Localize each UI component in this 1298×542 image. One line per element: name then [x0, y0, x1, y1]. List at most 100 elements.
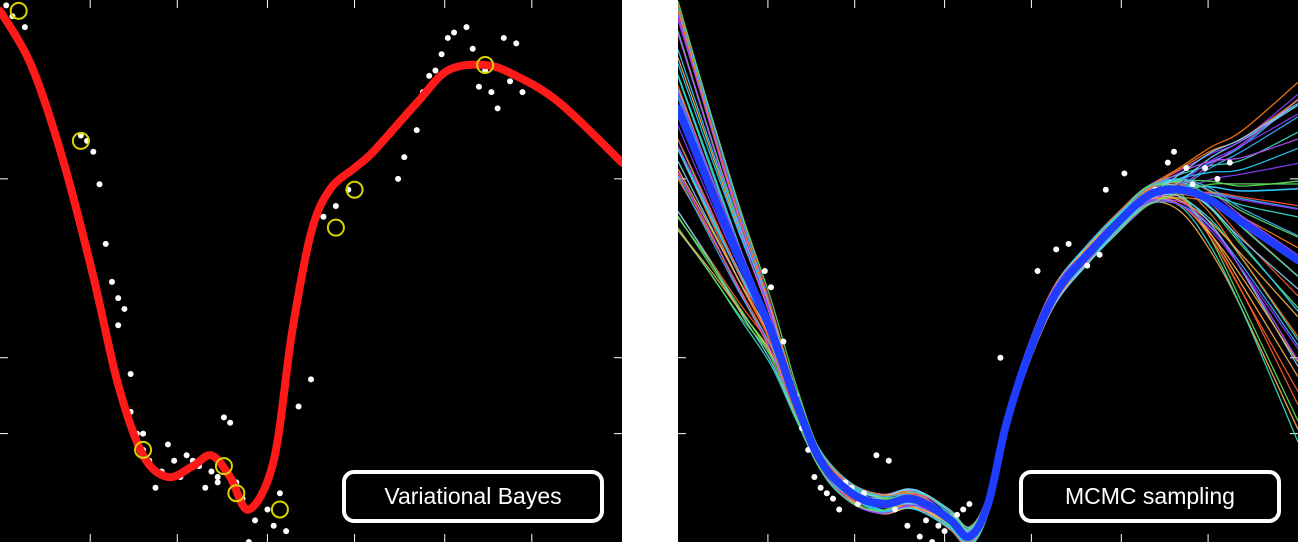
mcmc-data-point [780, 338, 787, 345]
mcmc-data-point [1084, 262, 1091, 269]
variational-bayes-label: Variational Bayes [342, 470, 604, 523]
vb-data-point [208, 468, 215, 475]
mcmc-sampling-panel: MCMC sampling [678, 0, 1298, 542]
mcmc-data-point [761, 268, 768, 274]
mcmc-data-point [929, 539, 936, 542]
vb-data-point [127, 370, 134, 377]
vb-inducing-point [134, 440, 153, 459]
mcmc-sample-line [678, 49, 1298, 542]
vb-inducing-point [345, 180, 364, 199]
vb-data-point [494, 105, 501, 112]
vb-data-point [513, 40, 520, 47]
vb-data-point [252, 517, 259, 524]
vb-data-point [320, 213, 327, 220]
vb-data-point [295, 403, 302, 410]
mcmc-sample-line [678, 1, 1298, 542]
vb-data-point [488, 89, 495, 96]
vb-data-point [401, 154, 408, 161]
mcmc-sample-line [678, 193, 1298, 531]
vb-inducing-point [214, 457, 233, 476]
mcmc-data-point [997, 354, 1004, 361]
variational-bayes-panel: Variational Bayes [0, 0, 622, 542]
mcmc-data-point [823, 490, 830, 497]
vb-inducing-point [71, 131, 90, 150]
vb-data-point [115, 322, 122, 329]
mcmc-data-point [960, 506, 967, 513]
vb-data-point [164, 441, 171, 448]
mcmc-sampling-label: MCMC sampling [1019, 470, 1281, 523]
mcmc-data-point [941, 528, 948, 535]
mcmc-sample-line [678, 14, 1298, 528]
mcmc-data-point [805, 446, 812, 453]
vb-inducing-point [9, 1, 28, 20]
vb-data-point [183, 452, 190, 459]
mcmc-data-point [1034, 268, 1041, 274]
vb-data-point [270, 522, 277, 529]
vb-data-point [220, 414, 227, 421]
mcmc-data-point [1164, 159, 1171, 166]
mcmc-sample-line [678, 57, 1298, 533]
mcmc-sampling-plot [678, 0, 1298, 542]
vb-data-point [121, 305, 128, 312]
mcmc-data-point [1202, 165, 1208, 172]
mcmc-sample-line [678, 19, 1298, 537]
vb-data-point [214, 473, 221, 480]
mcmc-data-point [1053, 246, 1060, 253]
mcmc-data-point [1096, 251, 1103, 258]
vb-data-point [102, 240, 109, 247]
mcmc-data-point [923, 517, 929, 524]
mcmc-data-point [1171, 148, 1177, 155]
vb-data-point [432, 67, 439, 74]
vb-data-point [451, 29, 458, 36]
mcmc-sample-line [678, 10, 1298, 542]
mcmc-data-point [873, 452, 880, 459]
mcmc-data-point [1214, 175, 1221, 182]
vb-data-point [519, 89, 526, 96]
mcmc-sample-line [678, 16, 1298, 539]
vb-data-point [469, 45, 476, 52]
vb-data-point [395, 175, 402, 182]
vb-data-point [108, 278, 115, 285]
mcmc-data-point [885, 457, 892, 464]
vb-inducing-point [326, 218, 345, 237]
vb-data-point [276, 490, 283, 497]
vb-data-point [96, 181, 103, 188]
vb-data-point [3, 2, 10, 9]
mcmc-sample-line [678, 5, 1298, 534]
vb-data-point [227, 419, 234, 426]
mcmc-data-point [935, 522, 942, 529]
mcmc-data-point [892, 506, 898, 513]
mcmc-data-point [830, 495, 836, 502]
vb-data-point [308, 376, 314, 383]
variational-bayes-plot [0, 0, 622, 542]
vb-data-point [332, 202, 339, 209]
mcmc-data-point [954, 511, 960, 518]
mcmc-data-point [1102, 186, 1109, 193]
vb-data-point [21, 24, 28, 31]
vb-data-point [214, 479, 221, 486]
vb-data-point [152, 484, 159, 491]
mcmc-data-point [861, 490, 867, 497]
mcmc-data-point [836, 506, 843, 513]
mcmc-data-point [854, 501, 861, 508]
vb-inducing-point [476, 56, 495, 75]
vb-data-point [463, 24, 470, 31]
mcmc-data-point [811, 473, 818, 480]
mcmc-data-point [966, 501, 973, 508]
mcmc-data-point [916, 533, 923, 540]
vb-data-point [413, 127, 420, 134]
vb-data-point [283, 528, 290, 535]
vb-data-point [264, 506, 271, 513]
vb-data-point [140, 430, 147, 437]
vb-data-point [500, 34, 507, 41]
mcmc-data-point [1065, 240, 1072, 247]
mcmc-sample-line [678, 182, 1298, 530]
vb-data-point [245, 539, 252, 542]
vb-data-point [171, 457, 178, 464]
mcmc-data-point [768, 284, 774, 291]
vb-inducing-point [227, 484, 246, 503]
vb-data-point [475, 83, 482, 90]
vb-data-point [202, 484, 209, 491]
vb-data-point [444, 34, 451, 41]
vb-data-point [115, 295, 122, 302]
